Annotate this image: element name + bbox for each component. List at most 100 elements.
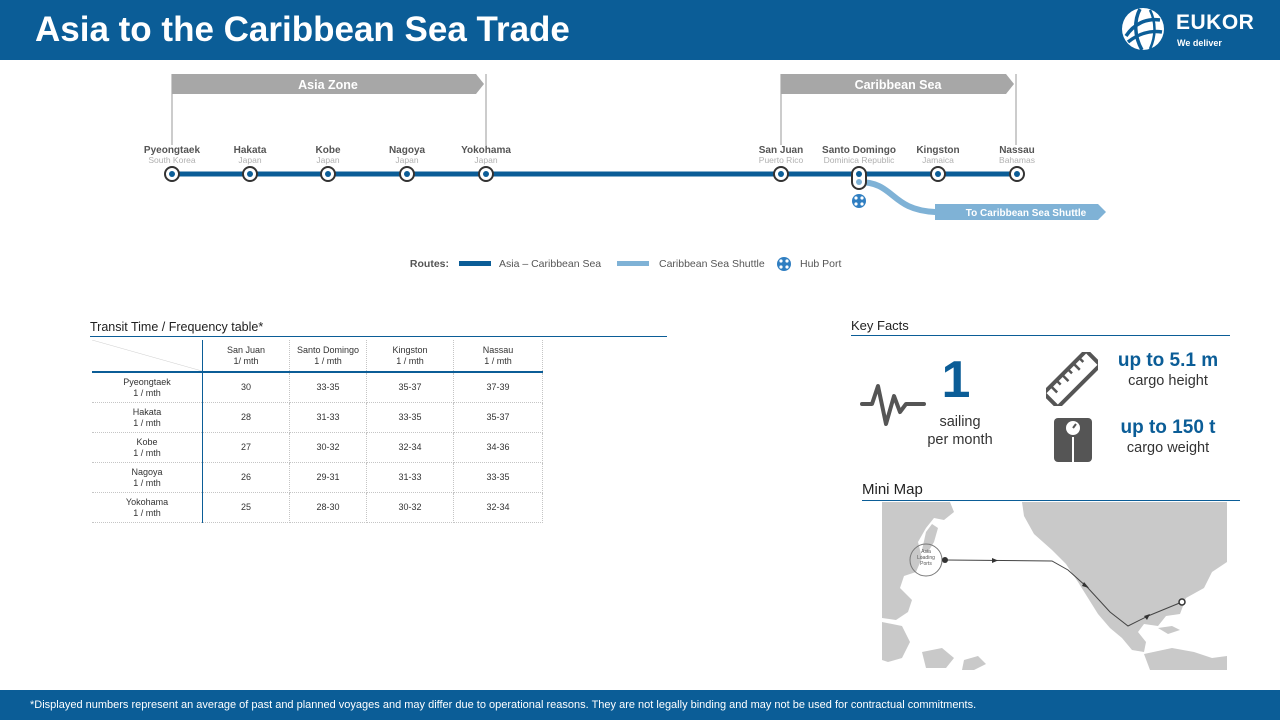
port-marker <box>164 166 180 182</box>
table-cell: 30-32 <box>366 492 454 523</box>
port-country: Japan <box>395 155 418 165</box>
route-arrow <box>1144 614 1150 620</box>
table-cell: 30-32 <box>289 432 367 463</box>
port-name: Hakata <box>234 145 267 156</box>
table-row: Pyeongtaek 1 / mth 30 33-35 35-37 37-39 <box>92 372 543 403</box>
transit-table-title: Transit Time / Frequency table* <box>90 320 264 334</box>
table-cell: 31-33 <box>366 462 454 493</box>
landmass-islands <box>962 656 986 670</box>
column-header: San Juan 1/ mth <box>202 340 290 373</box>
legend-label-main: Asia – Caribbean Sea <box>499 258 601 270</box>
legend-label-hub: Hub Port <box>800 258 842 270</box>
shuttle-route-line <box>858 179 1098 215</box>
mini-map-route <box>944 559 1183 627</box>
divider <box>862 500 1240 501</box>
row-header: Hakata 1 / mth <box>92 402 203 433</box>
ruler-icon <box>1046 352 1098 406</box>
zone-label-asia: Asia Zone <box>298 78 358 92</box>
port-marker <box>242 166 258 182</box>
origin-label: Asia Loading Ports <box>917 549 935 567</box>
globe-logo-icon <box>1122 8 1164 51</box>
divider <box>851 335 1230 336</box>
table-row: Kobe 1 / mth 27 30-32 32-34 34-36 <box>92 432 543 463</box>
table-row: Yokohama 1 / mth 25 28-30 30-32 32-34 <box>92 492 543 523</box>
zone-label-caribbean: Caribbean Sea <box>855 78 943 92</box>
table-row: Hakata 1 / mth 28 31-33 33-35 35-37 <box>92 402 543 433</box>
logo-tagline: We deliver <box>1177 38 1222 48</box>
footer-bar: *Displayed numbers represent an average … <box>0 690 1280 720</box>
legend-swatch-shuttle <box>617 261 649 266</box>
zone-caribbean: Caribbean Sea <box>780 74 1017 145</box>
port-name: Yokohama <box>461 145 511 156</box>
eukor-logo: EUKOR We deliver <box>1120 6 1270 54</box>
port-name: Nassau <box>999 145 1035 156</box>
table-cell: 32-34 <box>453 492 543 523</box>
hub-port-icon <box>852 194 866 208</box>
hub-port-icon <box>777 257 791 271</box>
route-arrow <box>1082 582 1089 588</box>
port-country: Japan <box>474 155 497 165</box>
port-country: Bahamas <box>999 155 1035 165</box>
shuttle-arrow <box>935 204 1106 220</box>
port-marker <box>399 166 415 182</box>
transit-table: San Juan 1/ mth Santo Domingo 1 / mth King… <box>92 340 543 523</box>
port-name: Nagoya <box>389 145 426 156</box>
port-country: Puerto Rico <box>759 155 804 165</box>
row-header: Yokohama 1 / mth <box>92 492 203 523</box>
port-country: Jamaica <box>922 155 954 165</box>
landmass-asia <box>882 502 954 620</box>
key-facts-title: Key Facts <box>851 318 909 333</box>
destination-marker <box>1178 598 1186 606</box>
port-name: Kobe <box>316 145 341 156</box>
legend-swatch-main <box>459 261 491 266</box>
port-marker <box>930 166 946 182</box>
sailing-number: 1 <box>941 351 971 409</box>
table-cell: 31-33 <box>289 402 367 433</box>
landmass-japan <box>922 524 938 552</box>
table-cell: 32-34 <box>366 432 454 463</box>
port-marker-hub <box>851 166 867 190</box>
cargo-height-label: cargo height <box>1128 373 1208 389</box>
port-marker <box>1009 166 1025 182</box>
port-country: Dominica Republic <box>824 155 896 165</box>
table-cell: 35-37 <box>366 372 454 403</box>
port-marker <box>320 166 336 182</box>
landmass-se-asia <box>882 622 910 662</box>
port-name: San Juan <box>759 145 803 156</box>
divider <box>90 336 667 337</box>
port-country: Japan <box>238 155 261 165</box>
landmass-south-america <box>1144 648 1227 670</box>
shuttle-label: To Caribbean Sea Shuttle <box>966 208 1087 219</box>
zone-asia: Asia Zone <box>171 74 487 145</box>
mini-map: Asia Loading Ports <box>882 502 1227 670</box>
port-marker <box>773 166 789 182</box>
table-cell: 33-35 <box>289 372 367 403</box>
table-cell: 26 <box>202 462 290 493</box>
port-marker <box>478 166 494 182</box>
table-row: Nagoya 1 / mth 26 29-31 31-33 33-35 <box>92 462 543 493</box>
table-cell: 33-35 <box>366 402 454 433</box>
route-legend: Routes: Asia – Caribbean Sea Caribbean S… <box>410 257 842 271</box>
footer-disclaimer: *Displayed numbers represent an average … <box>30 699 977 711</box>
origin-marker <box>942 557 948 563</box>
route-diagram: Asia Zone Caribbean Sea To Caribbean Sea… <box>144 74 1106 271</box>
table-cell: 28 <box>202 402 290 433</box>
legend-label-shuttle: Caribbean Sea Shuttle <box>659 258 765 270</box>
port-markers <box>164 166 1025 190</box>
row-header: Kobe 1 / mth <box>92 432 203 463</box>
table-cell: 29-31 <box>289 462 367 493</box>
column-header: Santo Domingo 1 / mth <box>289 340 367 373</box>
cargo-weight-label: cargo weight <box>1126 440 1210 456</box>
mini-map-title: Mini Map <box>862 481 923 498</box>
logo-text: EUKOR <box>1176 11 1255 34</box>
table-cell: 34-36 <box>453 432 543 463</box>
row-header: Nagoya 1 / mth <box>92 462 203 493</box>
column-header: Nassau 1 / mth <box>453 340 543 373</box>
landmass-caribbean <box>1158 626 1180 634</box>
corner-cell <box>92 340 203 373</box>
port-country: South Korea <box>148 155 196 165</box>
table-cell: 25 <box>202 492 290 523</box>
port-name: Pyeongtaek <box>144 145 201 156</box>
table-cell: 27 <box>202 432 290 463</box>
page-title: Asia to the Caribbean Sea Trade <box>35 10 570 49</box>
